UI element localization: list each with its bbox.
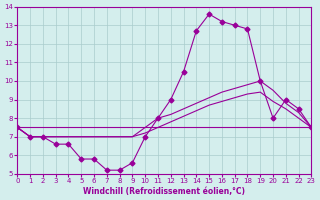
- X-axis label: Windchill (Refroidissement éolien,°C): Windchill (Refroidissement éolien,°C): [84, 187, 245, 196]
